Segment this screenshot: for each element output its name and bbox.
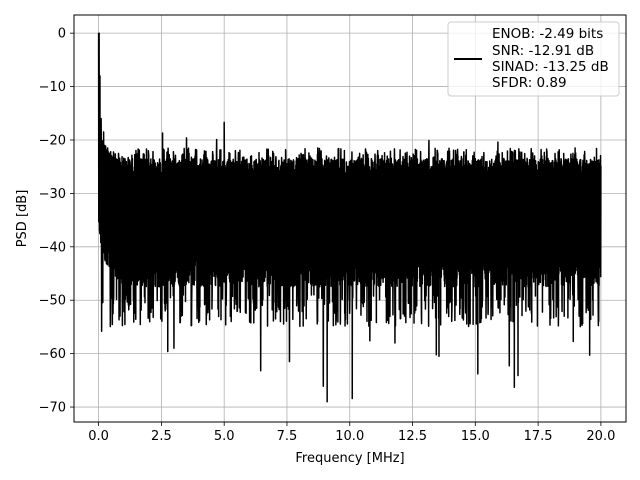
y-axis-label: PSD [dB] [15, 190, 30, 248]
x-axis-label: Frequency [MHz] [295, 451, 404, 466]
psd-trace-series-1 [97, 32, 602, 403]
legend: ENOB: -2.49 bits SNR: -12.91 dB SINAD: -… [447, 21, 620, 97]
y-tick-label: −20 [39, 133, 66, 148]
x-tick-label: 15.0 [461, 429, 490, 444]
legend-entry-enob: ENOB: -2.49 bits [492, 26, 603, 42]
y-tick-label: 0 [58, 27, 66, 42]
y-tick-label: −10 [39, 80, 66, 95]
y-tick-label: −70 [39, 401, 66, 416]
x-tick-label: 0.0 [88, 429, 109, 444]
y-tick-label: −60 [39, 347, 66, 362]
psd-trace-group [97, 32, 602, 403]
x-tick-label: 17.5 [524, 429, 553, 444]
x-tick-label: 10.0 [335, 429, 364, 444]
legend-entry-sfdr: SFDR: 0.89 [492, 75, 567, 91]
x-tick-label: 20.0 [586, 429, 615, 444]
x-tick-label: 2.5 [151, 429, 172, 444]
legend-entry-sinad: SINAD: -13.25 dB [492, 59, 609, 75]
x-tick-label: 5.0 [214, 429, 235, 444]
y-tick-label: −30 [39, 187, 66, 202]
legend-box [447, 21, 620, 97]
y-axis-ticks: 0 −10 −20 −30 −40 −50 −60 −70 [39, 27, 74, 416]
x-tick-label: 12.5 [398, 429, 427, 444]
legend-entry-snr: SNR: -12.91 dB [492, 43, 594, 59]
x-axis-ticks: 0.0 2.5 5.0 7.5 10.0 12.5 15.0 17.5 20.0 [88, 422, 615, 444]
y-tick-label: −50 [39, 294, 66, 309]
x-tick-label: 7.5 [277, 429, 298, 444]
y-tick-label: −40 [39, 240, 66, 255]
